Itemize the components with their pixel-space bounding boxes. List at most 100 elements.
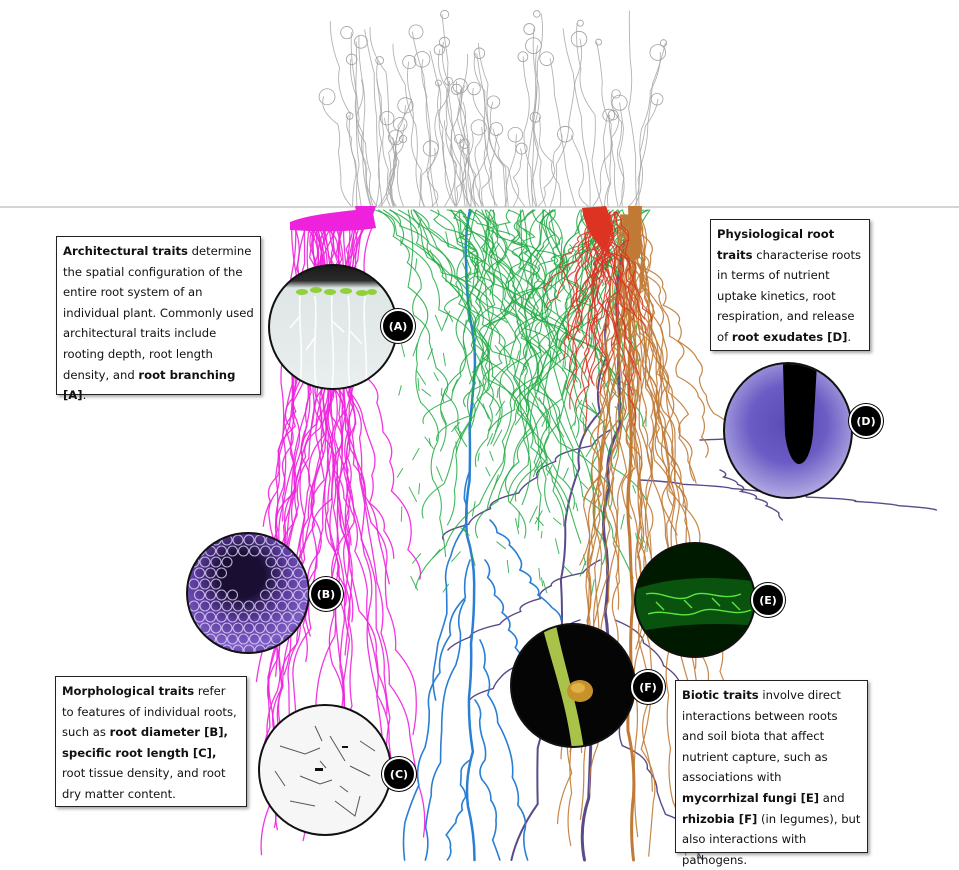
cortex-cell [233,601,243,611]
flower-head [490,122,503,135]
green-root-hair [433,550,440,558]
green-root-hair [517,351,520,360]
green-root-hair [542,578,543,586]
cortex-cell [189,579,199,589]
blue-lateral-root [425,600,465,860]
green-root-hair [409,487,416,501]
cortex-cell [250,546,260,556]
seedling-roots-image [270,266,398,390]
green-root-hair [497,542,506,549]
cortex-cell [294,612,304,622]
green-root-hair [541,532,542,539]
root-cross-section-image [188,534,310,654]
cortex-cell [283,568,293,578]
cortex-cell [211,601,221,611]
cortex-cell [272,590,282,600]
cortex-cell [211,579,221,589]
cortex-cell [222,557,232,567]
cortex-cell [288,557,298,567]
cortex-cell [266,579,276,589]
green-root-hair [401,507,402,522]
flower-head [319,89,335,105]
biotic-traits-text-2: and [819,791,845,805]
architectural-traits-title: Architectural traits [63,244,188,258]
badge-e: (E) [751,583,785,617]
flower-head [533,11,540,18]
cortex-cell [217,568,227,578]
cortex-cell [283,590,293,600]
cortex-cell [200,623,210,633]
blue-lateral-root [475,700,500,860]
shoot-stem [482,134,499,207]
green-root-hair [510,491,515,503]
green-root-hair [494,475,499,489]
green-root-hair [539,568,540,580]
green-root-hair [434,373,438,381]
green-root-hair [530,506,538,522]
flower-head [393,118,407,132]
green-root-hair [452,552,461,562]
green-root-hair [554,518,561,524]
shoot-stem [639,43,666,206]
morphological-traits-text-2: root tissue density, and root dry matter… [62,766,226,801]
green-root-hair [483,404,488,419]
cortex-cell [206,612,216,622]
flower-head [612,90,621,99]
blue-lateral-root [446,760,470,860]
badge-c: (C) [382,757,416,791]
green-root-hair [493,430,502,446]
mycorrhiza-image [636,544,756,658]
green-fibrous-root-system [375,210,650,595]
green-root-hair [478,453,479,460]
architectural-traits-text: determine the spatial configuration of t… [63,244,254,382]
nodule-image [512,625,636,748]
cortex-cell [255,623,265,633]
green-root-hair [518,512,519,527]
green-root-hair [452,380,457,391]
badge-b: (B) [309,577,343,611]
cortex-cell [195,568,205,578]
biotic-traits-box: Biotic traits involve direct interaction… [675,680,868,853]
shoot-stem [550,59,575,206]
flower-head [508,127,523,142]
brown-root-crown [628,206,642,262]
cortex-cell [239,546,249,556]
green-root-hair [591,580,594,596]
cortex-cell [266,557,276,567]
flower-head [577,20,583,26]
cortex-cell [250,612,260,622]
cortex-cell [261,546,271,556]
physiological-traits-end: . [847,330,851,344]
shoot-stem [571,136,588,207]
cortex-cell [217,590,227,600]
green-root-hair [419,484,420,495]
cortex-cell [211,557,221,567]
green-root-hair [435,315,441,329]
exudate-root-tip-image [725,364,853,499]
cortex-cell [200,579,210,589]
root-exudates-photo [723,362,853,499]
cortex-cell [261,612,271,622]
green-root-hair [576,503,578,511]
green-root-hair [563,361,564,371]
shoot-stem [323,97,351,206]
cortex-cell [294,590,304,600]
cortex-cell [255,601,265,611]
shoot-stem [505,135,516,206]
cortex-cell [239,612,249,622]
cortex-cell [217,634,227,644]
flower-head [540,52,554,66]
cortex-cell [266,601,276,611]
specific-root-length-photo [258,704,392,836]
root-fragments-image [260,706,392,836]
shoot-stem [390,105,405,206]
aboveground-plants [319,10,667,206]
cortex-cell [294,568,304,578]
shoot-stem [419,81,449,206]
cortex-cell [272,612,282,622]
green-root-hair [422,389,431,396]
cortex-cell [266,623,276,633]
architectural-traits-end: . [83,388,87,402]
green-root-hair [429,438,430,445]
green-root-hair [428,349,433,359]
